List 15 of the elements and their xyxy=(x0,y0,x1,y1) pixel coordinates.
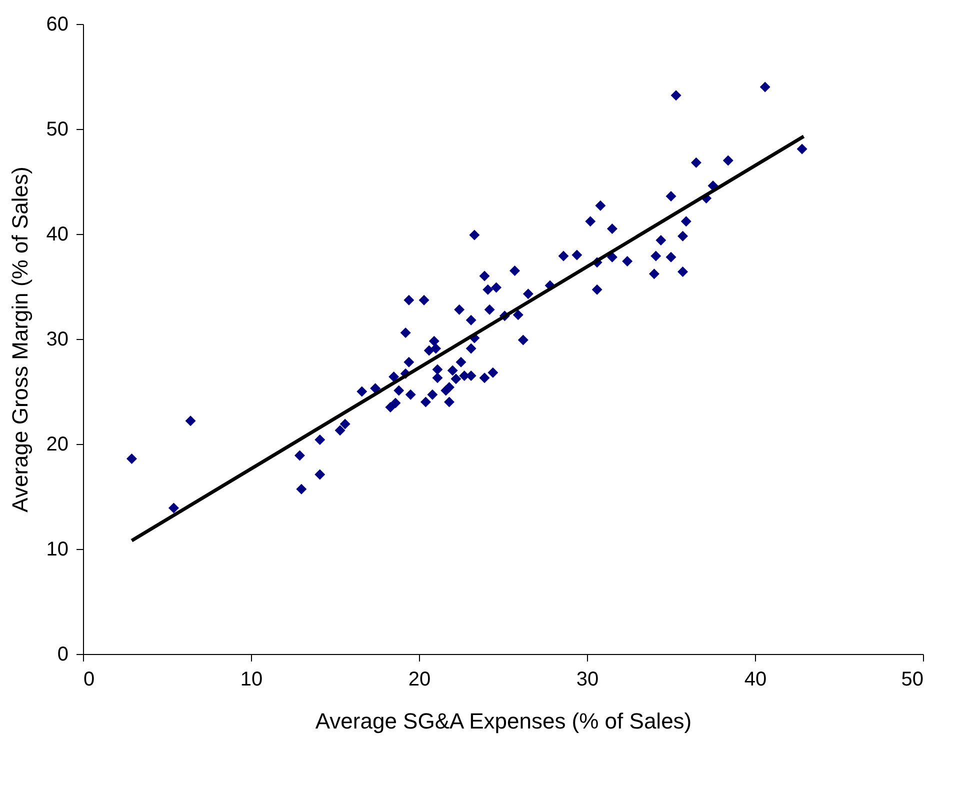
y-tick-label: 40 xyxy=(46,224,68,246)
y-tick-label: 50 xyxy=(46,118,68,140)
x-tick-label: 20 xyxy=(408,668,431,690)
x-tick-label: 30 xyxy=(576,668,599,690)
y-tick-label: 0 xyxy=(57,644,68,666)
y-tick-label: 10 xyxy=(46,538,68,560)
y-tick-label: 30 xyxy=(46,328,68,350)
x-tick-label: 50 xyxy=(901,668,924,690)
x-tick-label: 40 xyxy=(744,668,767,690)
x-tick-label: 10 xyxy=(240,668,263,690)
x-tick-label: 0 xyxy=(84,668,95,690)
y-axis-title: Average Gross Margin (% of Sales) xyxy=(7,166,32,512)
y-tick-label: 60 xyxy=(46,14,68,36)
y-tick-label: 20 xyxy=(46,434,68,456)
x-axis-title: Average SG&A Expenses (% of Sales) xyxy=(315,708,692,734)
